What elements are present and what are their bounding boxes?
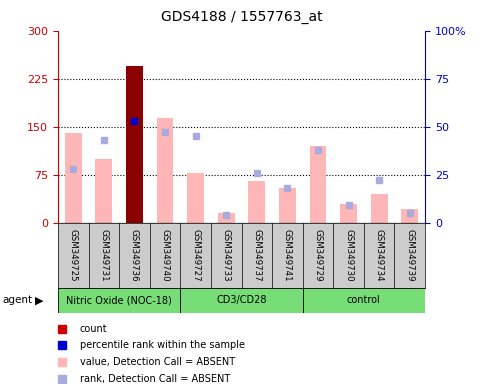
Text: GSM349731: GSM349731	[99, 229, 108, 282]
Text: GSM349736: GSM349736	[130, 229, 139, 282]
Bar	[180, 288, 303, 313]
Text: GSM349737: GSM349737	[252, 229, 261, 282]
Text: CD3/CD28: CD3/CD28	[216, 295, 267, 306]
Bar	[371, 194, 387, 223]
Text: ▶: ▶	[35, 295, 43, 306]
Text: count: count	[80, 324, 108, 334]
Bar	[340, 204, 357, 223]
Bar	[310, 146, 327, 223]
Bar	[218, 213, 235, 223]
Text: GSM349729: GSM349729	[313, 229, 323, 281]
Text: GSM349733: GSM349733	[222, 229, 231, 282]
Text: GSM349730: GSM349730	[344, 229, 353, 282]
Text: GSM349734: GSM349734	[375, 229, 384, 282]
Text: Nitric Oxide (NOC-18): Nitric Oxide (NOC-18)	[66, 295, 172, 306]
Bar	[401, 209, 418, 223]
Bar	[156, 118, 173, 223]
Text: GSM349727: GSM349727	[191, 229, 200, 282]
Text: GSM349740: GSM349740	[160, 229, 170, 282]
Text: control: control	[347, 295, 381, 306]
Text: percentile rank within the sample: percentile rank within the sample	[80, 340, 245, 350]
Bar	[303, 288, 425, 313]
Bar	[96, 159, 112, 223]
Bar	[65, 133, 82, 223]
Bar	[58, 288, 180, 313]
Text: rank, Detection Call = ABSENT: rank, Detection Call = ABSENT	[80, 374, 230, 384]
Bar	[126, 66, 143, 223]
Text: GSM349739: GSM349739	[405, 229, 414, 281]
Bar	[279, 187, 296, 223]
Text: GSM349725: GSM349725	[69, 229, 78, 282]
Text: agent: agent	[2, 295, 32, 306]
Bar	[248, 181, 265, 223]
Text: GDS4188 / 1557763_at: GDS4188 / 1557763_at	[161, 10, 322, 23]
Bar	[187, 173, 204, 223]
Text: value, Detection Call = ABSENT: value, Detection Call = ABSENT	[80, 357, 235, 367]
Text: GSM349741: GSM349741	[283, 229, 292, 282]
